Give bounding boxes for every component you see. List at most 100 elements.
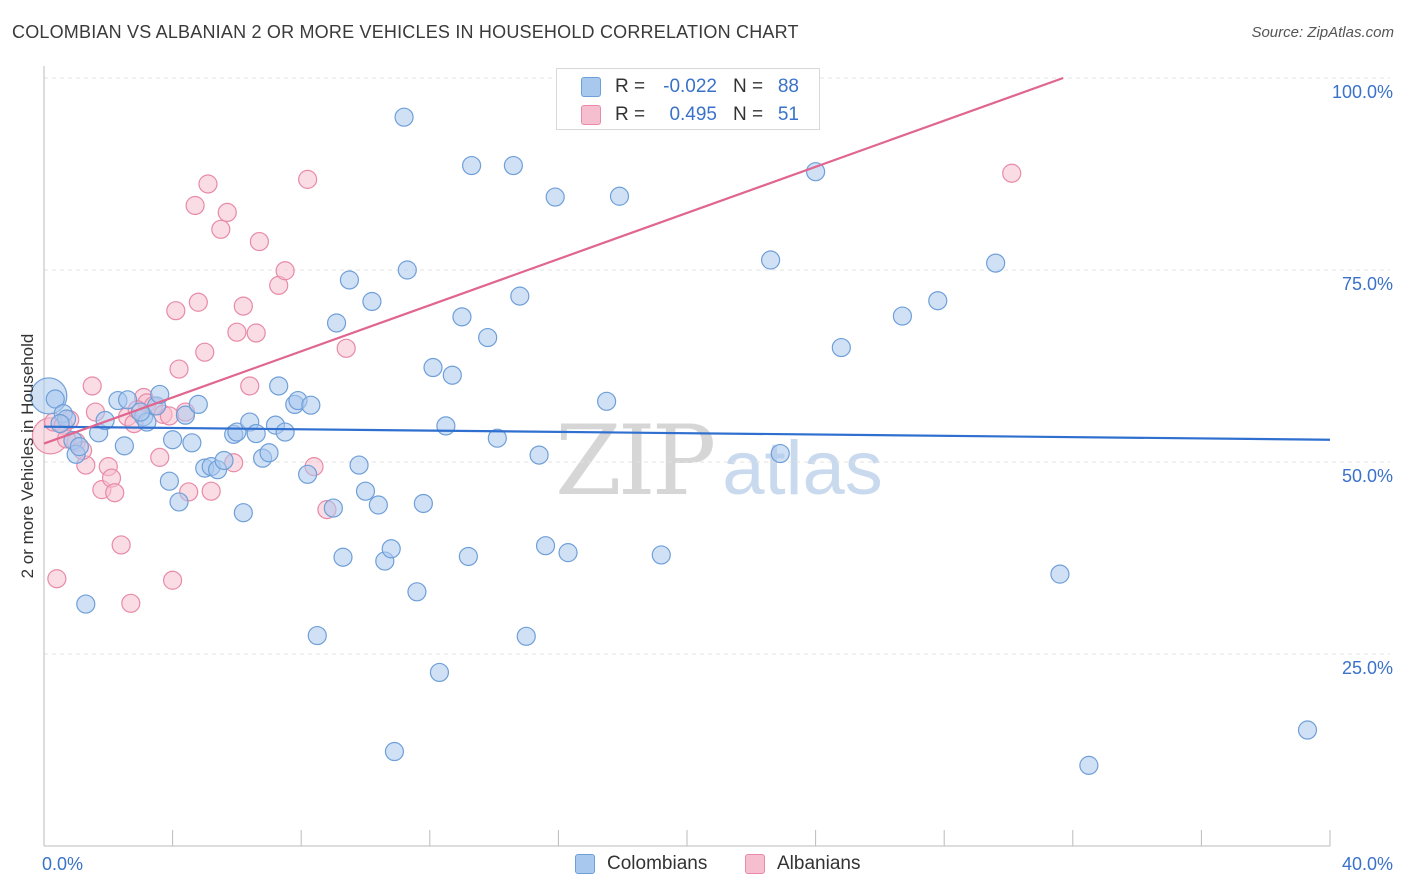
colombian-point <box>461 155 482 176</box>
colombian-point <box>986 253 1006 273</box>
colombian-point <box>452 307 472 327</box>
colombian-point <box>831 337 851 358</box>
albanian-point <box>233 296 253 316</box>
colombian-point <box>1297 720 1318 740</box>
colombian-point <box>394 107 414 127</box>
colombian-point <box>1050 564 1070 584</box>
x-tick-label: 0.0% <box>42 854 83 874</box>
colombian-point <box>50 414 70 434</box>
albanian-point <box>249 231 270 252</box>
colombian-trend-line <box>43 425 1331 441</box>
colombian-point <box>159 471 179 491</box>
albanian-point <box>195 342 215 362</box>
albanian-point <box>105 483 125 503</box>
colombian-point <box>175 405 196 425</box>
colombian-point <box>760 250 781 270</box>
colombian-point <box>275 422 295 442</box>
colombian-point <box>413 493 433 514</box>
albanian-point <box>111 535 131 555</box>
colombian-point <box>368 495 388 515</box>
albanian-point <box>227 322 247 342</box>
colombian-point <box>246 423 266 444</box>
colombian-point <box>182 433 202 453</box>
albanian-point <box>198 174 218 194</box>
albanian-point <box>217 202 237 222</box>
n-value: 88 <box>777 76 799 97</box>
colombian-point <box>114 436 134 456</box>
watermark-zip: ZIP <box>555 405 716 517</box>
colombian-point <box>269 376 289 396</box>
colombian-point <box>609 186 630 206</box>
colombian-point <box>307 625 327 646</box>
r-value: 0.495 <box>669 104 717 125</box>
y-tick-label: 25.0% <box>1342 658 1393 678</box>
albanian-point <box>298 169 318 189</box>
albanian-point <box>166 301 186 321</box>
x-tick-label: 40.0% <box>1342 854 1393 874</box>
colombian-point <box>597 391 617 411</box>
colombian-point <box>188 394 208 414</box>
colombian-point <box>516 626 536 646</box>
albanian-point <box>169 359 189 379</box>
colombian-point <box>355 481 376 501</box>
colombian-point <box>150 384 170 405</box>
albanian-point <box>246 323 266 343</box>
series-legend: Colombians Albanians <box>0 852 1406 876</box>
albanians-legend-swatch <box>745 854 765 874</box>
legend-label: Albanians <box>777 853 861 874</box>
colombian-point <box>478 327 498 348</box>
albanian-point <box>47 569 67 589</box>
albanian-point <box>150 447 170 467</box>
colombian-point <box>45 389 65 409</box>
source-credit: Source: ZipAtlas.com <box>1251 24 1394 41</box>
legend-label: Colombians <box>607 853 708 874</box>
colombian-point <box>76 594 96 614</box>
watermark-atlas: atlas <box>722 426 883 511</box>
colombian-point <box>558 543 578 563</box>
colombian-point <box>362 291 382 312</box>
colombian-point <box>892 306 913 326</box>
colombian-point <box>381 539 401 559</box>
r-value: -0.022 <box>663 76 717 97</box>
colombian-point <box>333 547 353 567</box>
y-axis-label: 2 or more Vehicles in Household <box>18 333 37 579</box>
legend-row-colombians: R = -0.022 N = 88 <box>557 73 819 101</box>
colombian-point <box>535 536 556 556</box>
colombian-point <box>349 455 369 475</box>
albanian-trend-line <box>43 76 1064 445</box>
colombian-point <box>503 155 523 176</box>
colombian-point <box>770 443 790 464</box>
albanian-point <box>240 376 260 396</box>
colombians-swatch <box>581 77 601 97</box>
colombian-point <box>442 365 462 385</box>
albanian-point <box>336 338 356 358</box>
colombian-point <box>298 464 318 484</box>
albanian-point <box>275 261 295 281</box>
n-label: N = <box>733 104 764 125</box>
colombian-point <box>69 437 89 457</box>
n-value: 51 <box>777 104 799 125</box>
colombian-point <box>407 582 427 602</box>
albanian-point <box>188 292 208 312</box>
colombian-point <box>214 450 234 471</box>
albanian-point <box>211 219 231 239</box>
colombian-point <box>545 187 565 207</box>
colombian-point <box>117 390 138 410</box>
colombian-point <box>163 430 183 450</box>
colombian-point <box>928 291 948 311</box>
colombian-point <box>805 162 826 182</box>
y-tick-label: 100.0% <box>1332 82 1393 102</box>
colombian-point <box>323 498 343 518</box>
watermark: ZIP atlas <box>555 405 883 517</box>
colombian-point <box>423 357 443 378</box>
colombian-point <box>301 395 321 415</box>
y-tick-label: 50.0% <box>1342 466 1393 486</box>
colombian-point <box>429 662 450 683</box>
colombian-point <box>529 445 549 465</box>
colombian-point <box>259 443 279 463</box>
albanian-point <box>201 481 221 501</box>
albanian-point <box>1002 163 1022 183</box>
colombian-point <box>651 545 671 565</box>
colombian-point <box>397 260 417 280</box>
